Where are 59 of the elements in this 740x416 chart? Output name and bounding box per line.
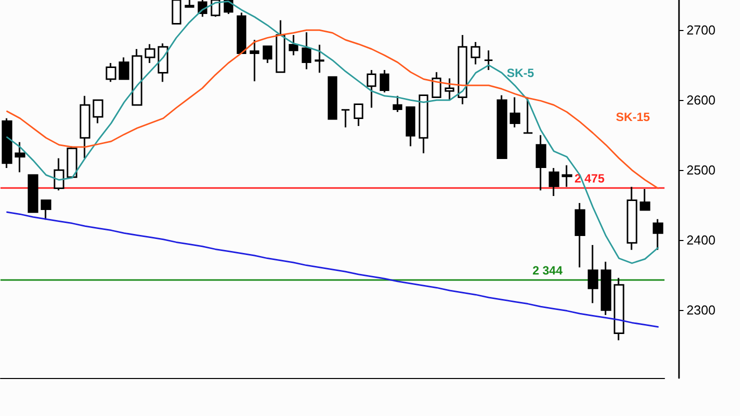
candlestick [588,244,598,304]
candlestick [92,99,104,124]
candlestick [536,134,546,192]
candlestick [510,96,520,128]
candlestick [288,34,298,56]
candlestick [640,188,650,211]
candlestick [250,39,260,82]
line-series [6,29,659,190]
candlestick [484,50,494,71]
y-tick-label: 2600 [686,92,716,108]
candlestick [80,95,90,159]
candlestick [458,34,468,106]
candlestick [184,0,194,8]
candlestick [444,78,454,101]
line-series [6,0,659,264]
y-tick-label: 2300 [686,302,716,318]
candlestick [302,31,312,70]
candlestick [562,164,572,188]
candlestick [418,94,428,154]
candlestick [328,76,338,120]
candlestick [432,71,442,98]
y-tick-label: 2700 [686,22,716,38]
candlestick [652,218,664,251]
candlestick [40,199,52,221]
candlestick [118,56,130,80]
ref-line-label: 2 344 [532,263,563,278]
candlestick [66,146,78,178]
candlestick [470,41,480,66]
candlestick [380,69,390,94]
candlestick [614,277,624,341]
candlestick [158,42,168,83]
candlestick [354,104,364,127]
series-label: SK-15 [616,110,650,124]
candlestick [14,141,26,173]
candlestick [236,12,246,54]
candlestick [496,94,508,159]
y-tick-label: 2500 [686,162,716,178]
series-label: SK-5 [506,66,534,80]
y-tick-label: 2400 [686,232,716,248]
candlestick [144,43,156,64]
candlestick [132,48,142,106]
candlestick [106,62,116,83]
candlestick [392,95,402,113]
candlestick [626,186,638,251]
candlestick [262,45,272,64]
candlestick [406,106,416,148]
candlestick [522,96,534,134]
candlestick [574,202,586,268]
candlestick [314,44,324,74]
candlestick [28,174,38,213]
candlestick [366,69,376,109]
candlestick [340,109,350,128]
candlestick [54,157,64,192]
candlestick [172,0,182,25]
candlestick [276,20,286,73]
line-series [6,211,659,328]
candlestick [600,261,612,316]
candlestick [548,167,560,197]
candlestick [2,118,12,169]
